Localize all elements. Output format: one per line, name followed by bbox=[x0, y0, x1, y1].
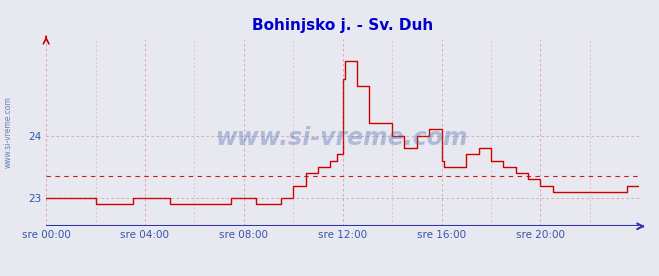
Title: Bohinjsko j. - Sv. Duh: Bohinjsko j. - Sv. Duh bbox=[252, 18, 434, 33]
Text: www.si-vreme.com: www.si-vreme.com bbox=[3, 97, 13, 168]
Text: www.si-vreme.com: www.si-vreme.com bbox=[216, 126, 469, 150]
